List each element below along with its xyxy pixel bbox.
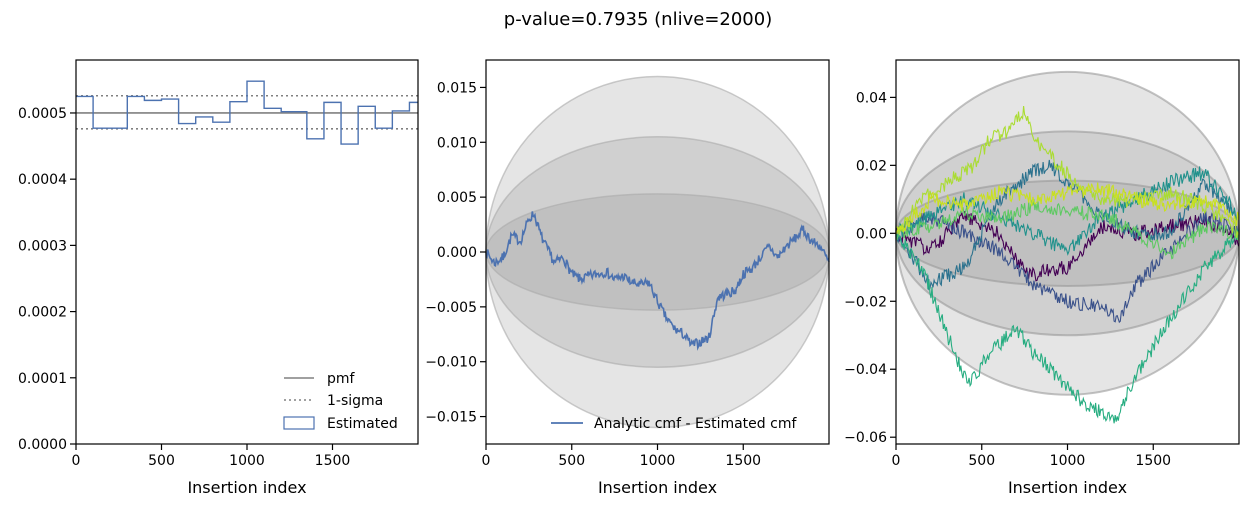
series-line [895,182,1240,234]
legend: pmf 1-sigma Estimated [283,371,398,432]
series-line [895,210,1240,324]
x-tick-label: 1500 [1135,453,1171,469]
x-tick-label: 500 [558,453,585,469]
series-line [895,106,1240,238]
y-tick-label: 0.010 [437,135,477,151]
y-tick-label: 0.00 [856,226,887,242]
y-tick-label: −0.04 [844,362,887,378]
y-tick-label: 0.04 [856,90,887,106]
y-tick-label: −0.005 [425,300,477,316]
y-tick-label: 0.005 [437,190,477,206]
y-tick-label: −0.06 [844,430,887,446]
y-tick-label: 0.000 [437,245,477,261]
y-tick-label: 0.0002 [18,305,67,321]
panel-histogram: 0 500 1000 1500 0.0000 0.0001 0.0002 0.0003 0.00… [18,59,419,497]
x-tick-label: 1000 [640,453,676,469]
x-tick-label: 500 [148,453,175,469]
legend-label: 1-sigma [327,393,383,409]
legend-swatch-estimated [283,416,315,430]
legend-label: Estimated [327,416,398,432]
y-tick-label: −0.010 [425,355,477,371]
legend: Analytic cmf - Estimated cmf [551,416,797,432]
x-axis-label: Insertion index [598,478,717,497]
series-line [895,166,1240,256]
panel-cmf-difference: 0 500 1000 1500 0.015 0.010 0.005 0.000 −0.005 −0… [425,59,830,497]
x-tick-label: 1000 [229,453,265,469]
y-tick-label: 0.0004 [18,172,67,188]
x-axis-label: Insertion index [187,478,306,497]
x-tick-label: 500 [968,453,995,469]
histogram-step [76,80,418,145]
series-line [895,159,1240,291]
x-tick-label: 0 [482,453,491,469]
y-tick-label: −0.02 [844,294,887,310]
x-tick-label: 0 [72,453,81,469]
y-tick-label: 0.0003 [18,238,67,254]
x-tick-label: 1500 [725,453,761,469]
series-line [485,211,830,351]
series-line [895,229,1240,424]
y-tick-label: 0.0000 [18,437,67,453]
x-tick-label: 1500 [315,453,351,469]
y-tick-label: 0.015 [437,80,477,96]
confidence-band [485,193,830,311]
figure-title: p-value=0.7935 (nlive=2000) [504,9,772,30]
legend-label: pmf [327,371,356,387]
y-tick-label: −0.015 [425,410,477,426]
x-tick-label: 0 [892,453,901,469]
y-tick-label: 0.0005 [18,106,67,122]
legend-label: Analytic cmf - Estimated cmf [594,416,797,432]
x-tick-label: 1000 [1050,453,1086,469]
panel-cmf-difference-multiple: 0 500 1000 1500 0.04 0.02 0.00 −0.02 −0.04 −0.06 I… [844,59,1240,497]
y-tick-label: 0.02 [856,158,887,174]
y-tick-label: 0.0001 [18,371,67,387]
x-axis-label: Insertion index [1008,478,1127,497]
series-line [895,199,1240,260]
